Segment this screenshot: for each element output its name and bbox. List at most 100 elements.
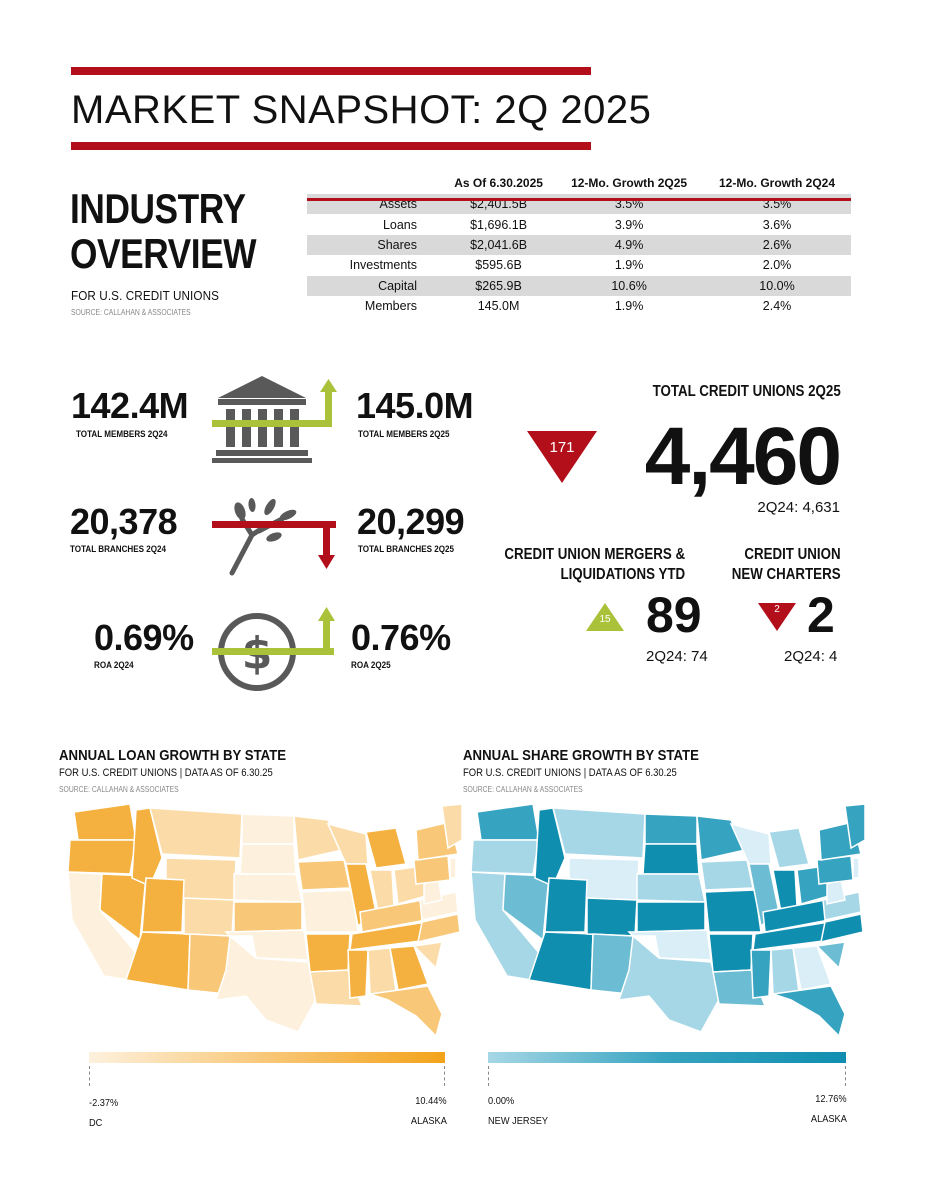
state-wi xyxy=(729,822,772,865)
state-or xyxy=(470,839,540,875)
state-nc xyxy=(820,913,864,944)
charters-prior: 2Q24: 4 xyxy=(784,648,838,665)
dollar-icon: $ xyxy=(212,607,335,691)
row-value: 145.0M xyxy=(477,299,520,314)
overview-heading-line1: INDUSTRY xyxy=(70,185,246,232)
loan-legend-bar xyxy=(89,1052,445,1063)
row-value: $2,041.6B xyxy=(442,234,556,256)
state-ne-states xyxy=(844,803,865,850)
state-ar xyxy=(305,933,351,973)
row-growth-2q24: 10.0% xyxy=(703,275,851,296)
col-header-g25: 12-Mo. Growth 2Q25 xyxy=(571,176,688,190)
share-legend-max-state: ALASKA xyxy=(811,1113,847,1125)
members-curr-label: TOTAL MEMBERS 2Q25 xyxy=(358,429,450,440)
state-sd xyxy=(239,843,297,875)
state-mo xyxy=(704,889,762,933)
state-ne xyxy=(636,873,706,903)
state-mt xyxy=(149,807,243,859)
table-row: Investments $595.6B 1.9% 2.0% xyxy=(307,255,851,275)
row-label: Members xyxy=(364,299,417,314)
page-title: MARKET SNAPSHOT: 2Q 2025 xyxy=(71,88,652,132)
state-mi xyxy=(365,827,407,869)
col-header-g24: 12-Mo. Growth 2Q24 xyxy=(719,176,836,190)
row-growth-2q25: 3.9% xyxy=(614,217,644,232)
state-nd xyxy=(241,813,295,845)
row-growth-2q24: 2.6% xyxy=(703,234,851,256)
state-ia xyxy=(297,859,351,891)
loan-legend-min: -2.37% xyxy=(89,1097,119,1109)
row-growth-2q24: 2.0% xyxy=(762,258,792,273)
state-wi xyxy=(326,822,369,865)
overview-subtitle: FOR U.S. CREDIT UNIONS xyxy=(71,288,220,303)
table-row: Capital $265.9B 10.6% 10.0% xyxy=(307,275,851,296)
row-growth-2q24: 3.6% xyxy=(762,217,792,232)
state-ut xyxy=(141,877,185,933)
total-cu-change: 171 xyxy=(549,439,575,456)
row-value: $1,696.1B xyxy=(470,217,528,232)
members-prev: 142.4M xyxy=(71,385,189,426)
state-mo xyxy=(301,889,359,933)
state-ut xyxy=(544,877,588,933)
mergers-value: 89 xyxy=(646,587,702,643)
state-ms xyxy=(347,949,369,999)
row-label: Shares xyxy=(307,234,442,256)
state-ky xyxy=(359,899,427,933)
col-header-asof: As Of 6.30.2025 xyxy=(454,176,543,190)
branches-prev-label: TOTAL BRANCHES 2Q24 xyxy=(70,544,167,555)
state-wa xyxy=(73,803,137,841)
state-ky xyxy=(762,899,830,933)
mergers-change: 15 xyxy=(599,614,611,625)
mergers-prior: 2Q24: 74 xyxy=(646,648,708,665)
state-or xyxy=(67,839,137,875)
loan-map-title: ANNUAL LOAN GROWTH BY STATE xyxy=(59,747,287,764)
row-growth-2q25: 1.9% xyxy=(614,258,644,273)
mergers-heading-line2: LIQUIDATIONS YTD xyxy=(560,566,685,583)
share-map-subtitle: FOR U.S. CREDIT UNIONS | DATA AS OF 6.30… xyxy=(463,767,677,779)
share-legend-tick-right xyxy=(845,1066,847,1086)
overview-table: As Of 6.30.2025 12-Mo. Growth 2Q25 12-Mo… xyxy=(307,172,851,316)
state-ar xyxy=(708,933,754,973)
charters-heading: CREDIT UNION NEW CHARTERS xyxy=(732,545,841,585)
title-rule-top xyxy=(71,67,591,75)
bank-icon xyxy=(212,376,337,463)
row-value: $265.9B xyxy=(442,275,556,296)
charters-down-triangle xyxy=(758,603,796,631)
loan-map-source: SOURCE: CALLAHAN & ASSOCIATES xyxy=(59,785,179,794)
row-growth-2q25: 10.6% xyxy=(555,275,704,296)
state-ks xyxy=(233,901,303,933)
state-fl xyxy=(772,985,846,1038)
share-legend-bar xyxy=(488,1052,846,1063)
loan-legend-tick-left xyxy=(89,1066,91,1086)
share-legend-min-state: NEW JERSEY xyxy=(488,1115,549,1127)
total-cu-down-triangle xyxy=(527,431,597,483)
title-rule-bottom xyxy=(71,142,591,150)
state-sc xyxy=(815,941,846,970)
share-legend-min: 0.00% xyxy=(488,1095,515,1107)
row-label: Investments xyxy=(349,258,417,273)
state-sd xyxy=(642,843,700,875)
state-tx xyxy=(617,934,722,1033)
charters-change: 2 xyxy=(774,604,780,615)
state-ga xyxy=(792,945,833,991)
table-row: Shares $2,041.6B 4.9% 2.6% xyxy=(307,234,851,256)
row-growth-2q24: 2.4% xyxy=(762,299,792,314)
share-growth-map xyxy=(470,803,865,1038)
state-tx xyxy=(214,934,319,1033)
table-rule xyxy=(307,198,851,201)
loan-legend-max: 10.44% xyxy=(415,1095,447,1107)
state-mi xyxy=(768,827,810,869)
row-growth-2q25: 1.9% xyxy=(614,299,644,314)
roa-prev-label: ROA 2Q24 xyxy=(94,660,134,671)
state-az xyxy=(125,931,191,991)
share-map-title: ANNUAL SHARE GROWTH BY STATE xyxy=(463,747,699,764)
state-ia xyxy=(700,859,754,891)
total-cu-value: 4,460 xyxy=(644,411,842,502)
members-curr: 145.0M xyxy=(356,385,474,426)
state-ga xyxy=(389,945,430,991)
loan-legend-tick-right xyxy=(444,1066,446,1086)
branches-curr-label: TOTAL BRANCHES 2Q25 xyxy=(358,544,455,555)
state-nj xyxy=(449,857,457,879)
state-ne-states xyxy=(441,803,462,850)
overview-source: SOURCE: CALLAHAN & ASSOCIATES xyxy=(71,308,191,317)
branches-curr: 20,299 xyxy=(357,501,465,542)
